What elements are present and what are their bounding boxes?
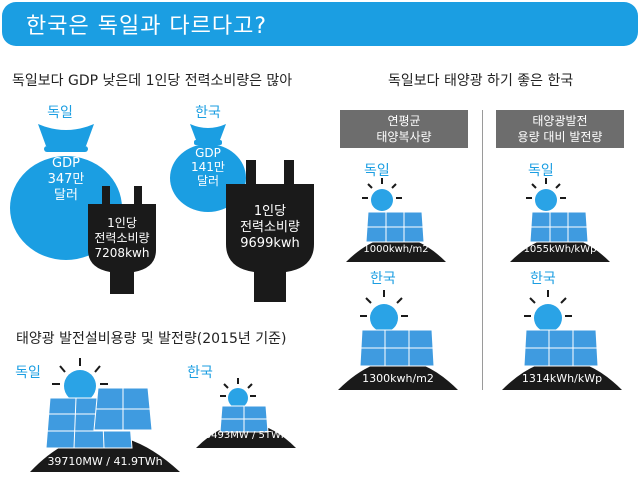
germany-capacity-value: 39710MW / 41.9TWh: [47, 455, 163, 468]
solar-scene-col2-korea: [502, 290, 622, 390]
col1-germany-value: 1000kwh/m2: [363, 244, 429, 255]
col1-header: 연평균 태양복사량: [340, 110, 468, 148]
solar-capacity-heading: 태양광 발전설비용량 및 발전량(2015년 기준): [16, 331, 287, 347]
germany-power-text: 1인당 전력소비량 7208kwh: [94, 216, 150, 260]
power-plug-icon: [82, 186, 162, 294]
korea-label: 한국: [370, 271, 396, 287]
solar-panel-icon: [219, 405, 269, 433]
sun-icon: [362, 178, 402, 211]
germany-gdp-text: GDP 347만 달러: [47, 156, 85, 203]
sun-icon: [526, 178, 566, 211]
sun-icon: [52, 358, 108, 402]
col2-germany-value: 1055kWh/kWp: [523, 244, 597, 255]
solar-advantage-heading: 독일보다 태양광 하기 좋은 한국: [388, 73, 574, 89]
solar-scene-korea: [196, 378, 296, 448]
solar-scene-germany: [30, 358, 180, 472]
korea-capacity-value: 3493MW / 5TWh: [204, 430, 288, 441]
solar-panel-icon: [45, 387, 153, 449]
column-divider: [482, 110, 483, 390]
solar-panel-icon: [359, 329, 435, 367]
solar-scene-col1-germany: [346, 178, 446, 262]
col1-korea-value: 1300kwh/m2: [362, 372, 434, 385]
power-plug-icon: [220, 160, 320, 302]
sun-icon: [524, 290, 572, 332]
korea-label: 한국: [530, 271, 556, 287]
solar-panel-icon: [529, 211, 589, 243]
gdp-power-heading: 독일보다 GDP 낮은데 1인당 전력소비량은 많아: [12, 73, 293, 89]
solar-panel-icon: [365, 211, 425, 243]
solar-scene-col2-germany: [510, 178, 610, 262]
germany-label: 독일: [364, 163, 390, 179]
germany-label: 독일: [47, 105, 73, 121]
sun-icon: [220, 378, 256, 408]
col2-header: 태양광발전 용량 대비 발전량: [496, 110, 624, 148]
page-title: 한국은 독일과 다르다고?: [26, 14, 268, 39]
col2-korea-value: 1314kWh/kWp: [521, 372, 603, 385]
sun-icon: [360, 290, 408, 332]
solar-panel-icon: [523, 329, 599, 367]
korea-power-text: 1인당 전력소비량 9699kwh: [240, 204, 300, 251]
germany-label: 독일: [528, 163, 554, 179]
korea-label: 한국: [195, 105, 221, 121]
korea-gdp-text: GDP 141만 달러: [191, 146, 225, 188]
title-banner: [2, 2, 638, 46]
korea-label: 한국: [187, 365, 213, 381]
solar-scene-col1-korea: [338, 290, 458, 390]
germany-label: 독일: [15, 365, 41, 381]
